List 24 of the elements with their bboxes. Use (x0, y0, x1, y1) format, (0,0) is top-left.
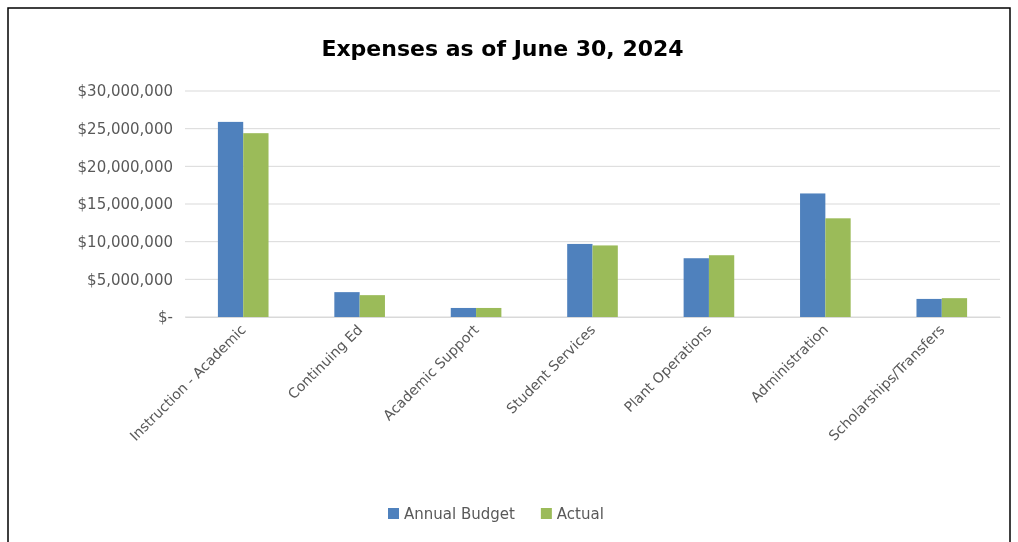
bar (217, 121, 244, 317)
chart-title: Expenses as of June 30, 2024 (321, 36, 684, 61)
bar (592, 245, 618, 317)
y-tick-label: $5,000,000 (87, 270, 173, 289)
bar (941, 298, 968, 317)
y-tick-label: $25,000,000 (77, 119, 173, 138)
bar (476, 307, 502, 317)
bar (567, 243, 593, 317)
legend-label: Actual (556, 505, 604, 523)
bar (800, 193, 826, 317)
y-tick-label: $15,000,000 (77, 195, 173, 214)
y-tick-label: $30,000,000 (77, 82, 173, 101)
legend-label: Annual Budget (404, 505, 515, 523)
bar (708, 255, 735, 317)
bar (916, 298, 942, 317)
y-tick-label: $- (158, 308, 173, 327)
y-tick-label: $20,000,000 (77, 157, 173, 176)
bar (243, 133, 269, 317)
bar (334, 292, 360, 317)
bar (450, 307, 477, 317)
bar (359, 295, 385, 317)
y-tick-label: $10,000,000 (77, 232, 173, 251)
bar (683, 258, 709, 317)
bar (825, 218, 851, 317)
